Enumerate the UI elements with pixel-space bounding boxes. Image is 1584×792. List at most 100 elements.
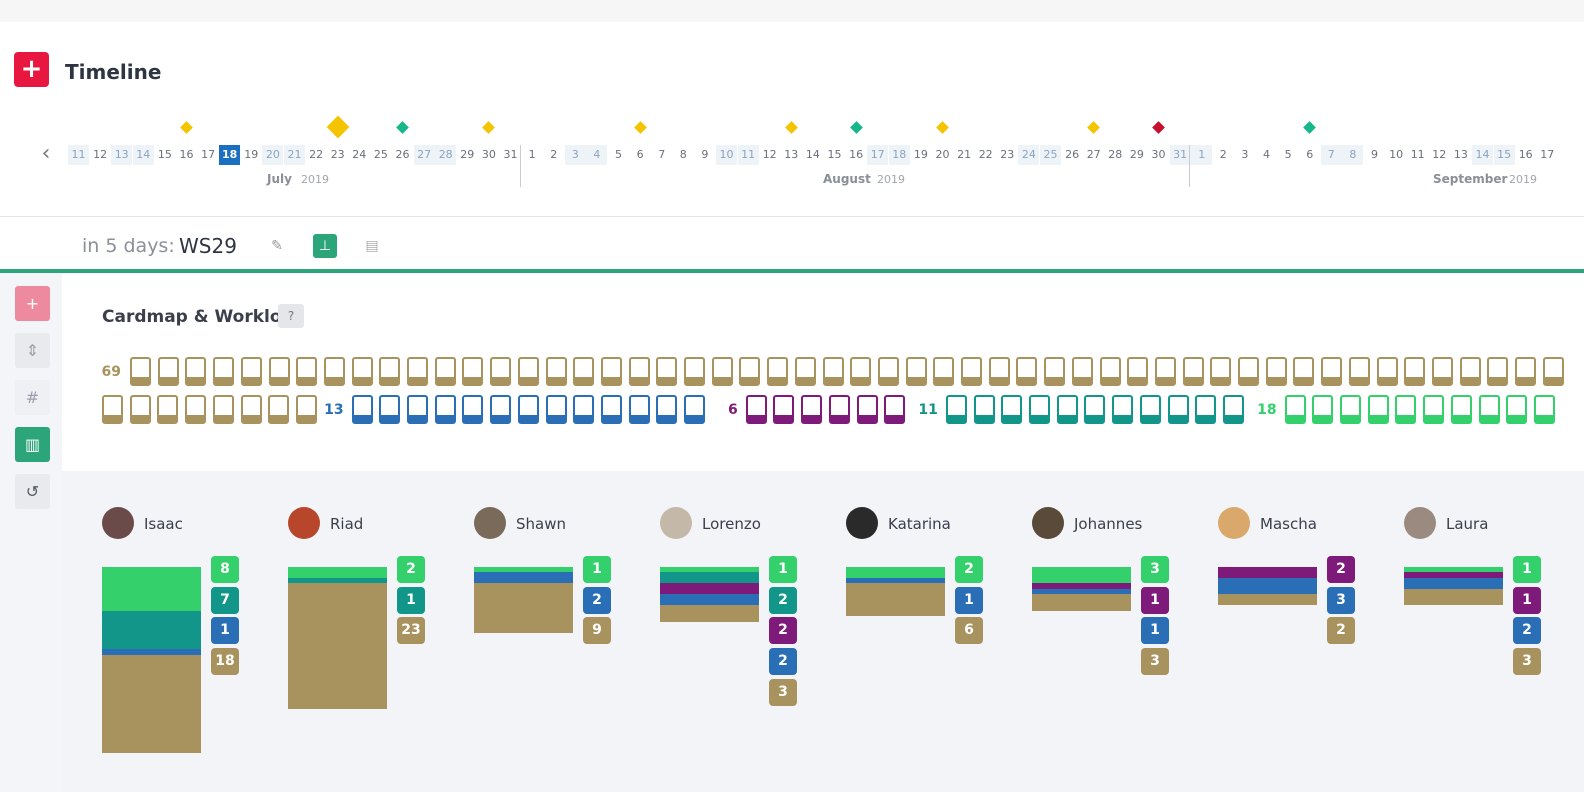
card-tile[interactable] bbox=[711, 357, 733, 386]
card-tile[interactable] bbox=[407, 395, 428, 424]
card-tile[interactable] bbox=[351, 395, 373, 424]
workload-count-badge[interactable]: 18 bbox=[211, 648, 239, 676]
timeline-day[interactable]: 17 bbox=[1540, 148, 1555, 161]
timeline-day[interactable]: 29 bbox=[1129, 148, 1144, 161]
timeline-day[interactable]: 30 bbox=[481, 148, 496, 161]
card-tile[interactable] bbox=[295, 395, 317, 424]
card-tile[interactable] bbox=[434, 357, 456, 386]
timeline-day[interactable]: 16 bbox=[1518, 148, 1533, 161]
timeline-day[interactable]: 31 bbox=[1169, 145, 1191, 165]
card-tile[interactable] bbox=[1395, 395, 1417, 424]
timeline-day[interactable]: 16 bbox=[179, 148, 194, 161]
card-tile[interactable] bbox=[1515, 357, 1536, 386]
card-tile[interactable] bbox=[268, 395, 290, 424]
timeline-day[interactable]: 26 bbox=[1065, 148, 1080, 161]
avatar[interactable] bbox=[846, 507, 878, 539]
card-tile[interactable] bbox=[684, 395, 705, 424]
workload-count-badge[interactable]: 3 bbox=[1513, 648, 1541, 676]
timeline-day[interactable]: 21 bbox=[957, 148, 972, 161]
timeline-day[interactable]: 20 bbox=[935, 148, 950, 161]
timeline-day[interactable]: 19 bbox=[244, 148, 259, 161]
pencil-icon[interactable]: ✎ bbox=[271, 238, 283, 254]
card-tile[interactable] bbox=[240, 395, 262, 424]
workload-count-badge[interactable]: 3 bbox=[1141, 556, 1169, 583]
card-tile[interactable] bbox=[1167, 395, 1189, 424]
event-diamond-icon[interactable] bbox=[936, 121, 949, 134]
timeline-day[interactable]: 14 bbox=[805, 148, 820, 161]
workload-count-badge[interactable]: 2 bbox=[769, 648, 797, 676]
card-tile[interactable] bbox=[351, 357, 373, 386]
card-tile[interactable] bbox=[973, 395, 995, 424]
person-name[interactable]: Lorenzo bbox=[702, 515, 761, 533]
timeline-day[interactable]: 11 bbox=[1410, 148, 1425, 161]
card-tile[interactable] bbox=[656, 357, 678, 386]
workload-count-badge[interactable]: 1 bbox=[397, 586, 425, 614]
workload-count-badge[interactable]: 2 bbox=[1327, 556, 1355, 583]
card-tile[interactable] bbox=[490, 395, 512, 424]
event-diamond-icon[interactable] bbox=[1087, 121, 1101, 134]
card-tile[interactable] bbox=[212, 395, 234, 424]
card-tile[interactable] bbox=[1284, 395, 1306, 424]
card-tile[interactable] bbox=[1487, 357, 1509, 386]
avatar[interactable] bbox=[660, 507, 692, 539]
history-button[interactable]: ↺ bbox=[15, 474, 50, 509]
timeline-day[interactable]: 7 bbox=[658, 148, 666, 161]
timeline-day[interactable]: 6 bbox=[1306, 148, 1314, 161]
workload-count-badge[interactable]: 7 bbox=[211, 586, 239, 614]
chart-button[interactable]: ▥ bbox=[15, 427, 50, 462]
timeline-day[interactable]: 24 bbox=[1018, 145, 1040, 165]
card-tile[interactable] bbox=[379, 395, 401, 424]
timeline-day[interactable]: 9 bbox=[1371, 148, 1378, 161]
card-tile[interactable] bbox=[1459, 357, 1481, 386]
card-tile[interactable] bbox=[1450, 395, 1472, 424]
workload-count-badge[interactable]: 1 bbox=[1141, 617, 1169, 645]
card-tile[interactable] bbox=[240, 357, 262, 386]
timeline-day[interactable]: 11 bbox=[68, 145, 89, 165]
card-tile[interactable] bbox=[1423, 395, 1445, 424]
timeline-day[interactable]: 1 bbox=[528, 148, 536, 161]
timeline-day[interactable]: 27 bbox=[1086, 148, 1101, 161]
card-tile[interactable] bbox=[600, 395, 622, 424]
timeline-day[interactable]: 16 bbox=[849, 148, 864, 161]
timeline-day[interactable]: 15 bbox=[827, 148, 842, 161]
timeline-day[interactable]: 18 bbox=[888, 145, 910, 165]
event-diamond-icon[interactable] bbox=[326, 115, 350, 139]
card-tile[interactable] bbox=[1127, 357, 1149, 386]
avatar[interactable] bbox=[474, 507, 506, 539]
timeline-day[interactable]: 13 bbox=[1453, 148, 1468, 161]
timeline-day[interactable]: 3 bbox=[564, 145, 586, 165]
card-tile[interactable] bbox=[1154, 357, 1176, 386]
card-tile[interactable] bbox=[745, 395, 767, 424]
sort-button[interactable]: ⇕ bbox=[15, 333, 50, 368]
workload-count-badge[interactable]: 3 bbox=[1141, 648, 1169, 676]
card-tile[interactable] bbox=[323, 357, 345, 386]
person-name[interactable]: Isaac bbox=[144, 515, 183, 533]
card-tile[interactable] bbox=[684, 357, 705, 386]
card-tile[interactable] bbox=[379, 357, 401, 386]
timeline-day[interactable]: 3 bbox=[1241, 148, 1249, 161]
timeline-day[interactable]: 5 bbox=[615, 148, 622, 161]
card-tile[interactable] bbox=[296, 357, 318, 386]
card-tile[interactable] bbox=[1533, 395, 1555, 424]
card-tile[interactable] bbox=[628, 357, 650, 386]
card-tile[interactable] bbox=[1367, 395, 1389, 424]
timeline-day[interactable]: 17 bbox=[867, 145, 889, 165]
timeline-day[interactable]: 13 bbox=[111, 145, 133, 165]
card-tile[interactable] bbox=[945, 395, 967, 424]
event-diamond-icon[interactable] bbox=[784, 121, 798, 134]
timeline-day[interactable]: 23 bbox=[1000, 148, 1015, 161]
workload-count-badge[interactable]: 2 bbox=[769, 586, 797, 614]
timeline-day[interactable]: 7 bbox=[1320, 145, 1342, 165]
card-tile[interactable] bbox=[1182, 357, 1204, 386]
card-tile[interactable] bbox=[1478, 395, 1500, 424]
event-diamond-icon[interactable] bbox=[482, 121, 496, 134]
workload-count-badge[interactable]: 3 bbox=[769, 678, 797, 706]
timeline-day[interactable]: 12 bbox=[762, 148, 777, 161]
timeline-day[interactable]: 22 bbox=[978, 148, 993, 161]
trash-icon[interactable]: ▤ bbox=[365, 238, 379, 254]
card-tile[interactable] bbox=[490, 357, 512, 386]
timeline-day[interactable]: 19 bbox=[913, 148, 928, 161]
card-tile[interactable] bbox=[1195, 395, 1217, 424]
timeline-day-today[interactable]: 18 bbox=[219, 145, 241, 165]
workload-count-badge[interactable]: 1 bbox=[1513, 586, 1541, 614]
